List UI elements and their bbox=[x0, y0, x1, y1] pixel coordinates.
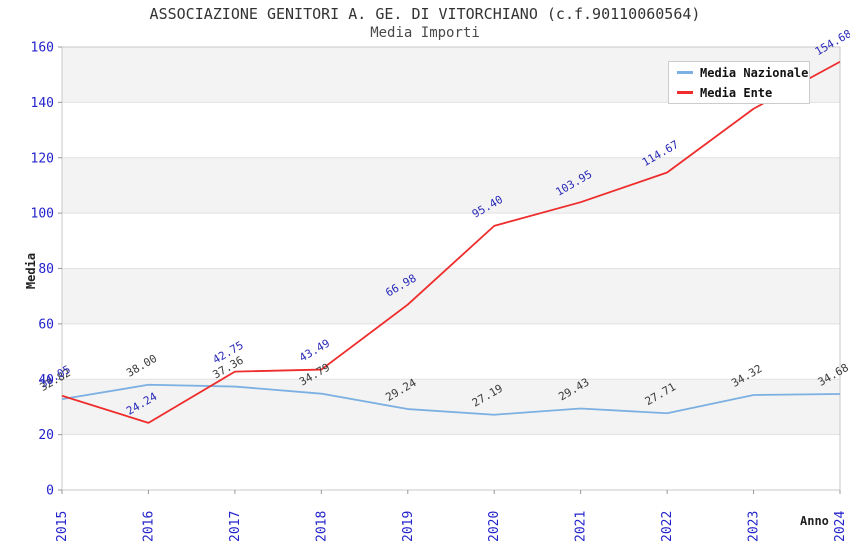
y-tick-label: 120 bbox=[31, 151, 54, 166]
series-line-media-nazionale bbox=[61, 383, 841, 416]
x-tick-label: 2016 bbox=[141, 511, 156, 542]
x-tick-label: 2022 bbox=[660, 511, 675, 542]
x-tick-label: 2024 bbox=[833, 511, 848, 542]
chart-title: ASSOCIAZIONE GENITORI A. GE. DI VITORCHI… bbox=[149, 5, 701, 23]
x-axis-title: Anno bbox=[800, 514, 829, 528]
data-label: 38.00 bbox=[124, 352, 159, 380]
x-tick-label: 2019 bbox=[401, 511, 416, 542]
x-tick-label: 2021 bbox=[574, 511, 589, 542]
plot-band bbox=[62, 379, 840, 435]
y-tick-label: 160 bbox=[31, 41, 54, 56]
plot-band bbox=[62, 157, 840, 214]
x-tick-label: 2018 bbox=[314, 511, 329, 542]
x-tick-label: 2015 bbox=[55, 511, 70, 542]
data-label: 43.49 bbox=[297, 337, 332, 365]
x-tick-label: 2017 bbox=[228, 511, 243, 542]
legend-item-media-ente: Media Ente bbox=[677, 86, 809, 100]
y-tick-label: 20 bbox=[38, 428, 54, 443]
legend-item-media-nazionale: Media Nazionale bbox=[677, 66, 809, 80]
legend-swatch-ente bbox=[677, 91, 693, 94]
legend-swatch-nazionale bbox=[677, 71, 693, 74]
y-tick-label: 0 bbox=[46, 484, 54, 499]
y-tick-label: 40 bbox=[38, 373, 54, 388]
y-tick-label: 100 bbox=[31, 207, 54, 222]
series-line-media-ente bbox=[61, 60, 841, 424]
plot-band bbox=[62, 268, 840, 324]
legend-label-nazionale: Media Nazionale bbox=[700, 65, 809, 80]
y-tick-label: 140 bbox=[31, 96, 54, 111]
legend-label-ente: Media Ente bbox=[700, 85, 773, 100]
x-tick-label: 2023 bbox=[747, 511, 762, 542]
x-tick-label: 2020 bbox=[487, 511, 502, 542]
legend: Media Nazionale Media Ente bbox=[668, 61, 810, 104]
chart-subtitle: Media Importi bbox=[370, 25, 480, 41]
y-tick-label: 60 bbox=[38, 317, 54, 332]
y-tick-label: 80 bbox=[38, 262, 54, 277]
